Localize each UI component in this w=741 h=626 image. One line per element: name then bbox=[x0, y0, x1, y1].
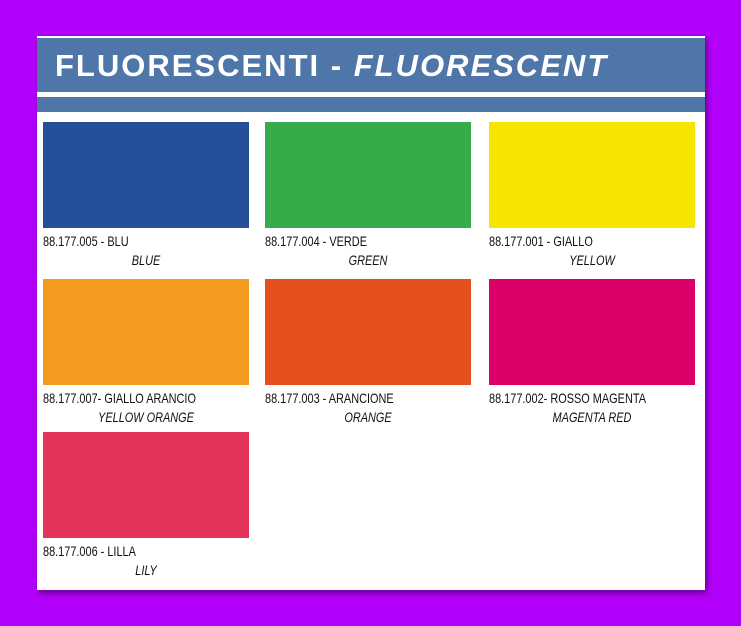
color-swatch bbox=[489, 122, 695, 228]
swatch-code: 88.177.005 - BLU bbox=[43, 233, 129, 249]
color-swatch bbox=[43, 432, 249, 538]
swatch-name: YELLOW bbox=[569, 252, 615, 268]
title: FLUORESCENTI - FLUORESCENT bbox=[55, 48, 608, 84]
color-swatch bbox=[489, 279, 695, 385]
swatch-code: 88.177.007- GIALLO ARANCIO bbox=[43, 390, 196, 406]
header-stripe bbox=[37, 97, 705, 112]
color-swatch bbox=[43, 122, 249, 228]
card: FLUORESCENTI - FLUORESCENT 88.177.005 - … bbox=[37, 36, 705, 590]
swatch-label: 88.177.003 - ARANCIONE ORANGE bbox=[265, 390, 471, 430]
swatch-label: 88.177.002- ROSSO MAGENTA MAGENTA RED bbox=[489, 390, 695, 430]
swatch-code: 88.177.004 - VERDE bbox=[265, 233, 367, 249]
title-main: FLUORESCENTI - bbox=[55, 48, 344, 83]
color-swatch bbox=[265, 279, 471, 385]
color-swatch bbox=[43, 279, 249, 385]
swatch-name: MAGENTA RED bbox=[552, 409, 632, 425]
color-swatch bbox=[265, 122, 471, 228]
swatch-code: 88.177.003 - ARANCIONE bbox=[265, 390, 394, 406]
swatch-code: 88.177.006 - LILLA bbox=[43, 543, 136, 559]
swatch-name: LILY bbox=[135, 562, 157, 578]
swatch-label: 88.177.006 - LILLA LILY bbox=[43, 543, 249, 583]
swatch-name: YELLOW ORANGE bbox=[98, 409, 194, 425]
swatch-label: 88.177.001 - GIALLO YELLOW bbox=[489, 233, 695, 273]
swatch-label: 88.177.007- GIALLO ARANCIO YELLOW ORANGE bbox=[43, 390, 249, 430]
header-band: FLUORESCENTI - FLUORESCENT bbox=[37, 38, 705, 92]
swatch-code: 88.177.002- ROSSO MAGENTA bbox=[489, 390, 646, 406]
swatch-code: 88.177.001 - GIALLO bbox=[489, 233, 593, 249]
swatch-label: 88.177.004 - VERDE GREEN bbox=[265, 233, 471, 273]
swatch-label: 88.177.005 - BLU BLUE bbox=[43, 233, 249, 273]
swatch-name: GREEN bbox=[348, 252, 388, 268]
swatch-name: ORANGE bbox=[344, 409, 392, 425]
title-translation: FLUORESCENT bbox=[353, 48, 609, 83]
swatch-name: BLUE bbox=[131, 252, 161, 268]
